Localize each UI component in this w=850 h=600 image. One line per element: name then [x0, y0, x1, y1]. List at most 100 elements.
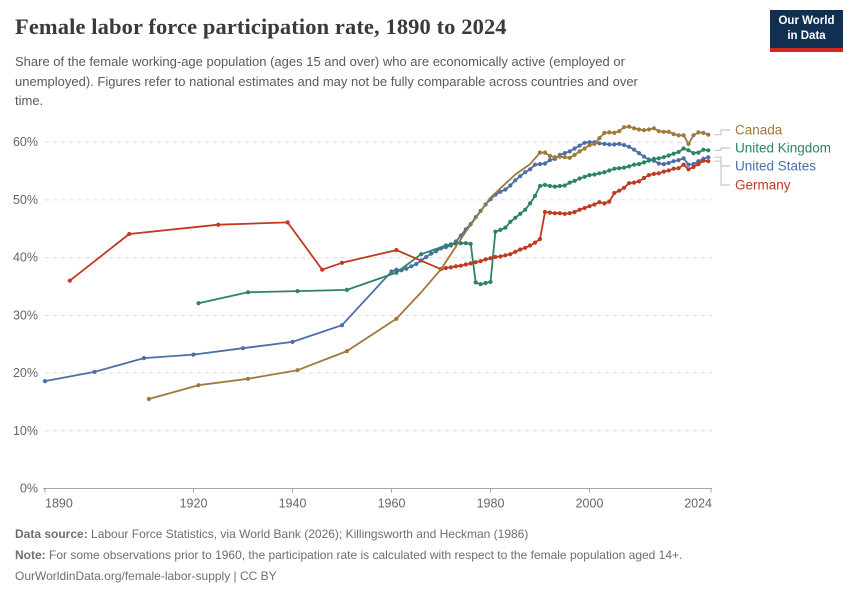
data-point — [552, 184, 558, 189]
data-point — [641, 175, 647, 181]
data-point — [518, 211, 523, 216]
data-point — [602, 141, 607, 146]
data-point — [478, 282, 483, 287]
data-point — [676, 133, 681, 138]
data-point — [537, 150, 543, 155]
data-point — [592, 202, 597, 207]
data-point — [636, 162, 642, 167]
x-tick-label-1890: 1890 — [45, 497, 73, 511]
data-point — [542, 209, 548, 215]
data-point — [701, 130, 706, 135]
data-point — [592, 141, 597, 146]
data-point — [547, 153, 553, 159]
data-point — [612, 130, 617, 135]
owid-logo[interactable]: Our World in Data — [770, 10, 843, 52]
data-point — [503, 253, 508, 258]
data-point — [443, 243, 448, 248]
data-point — [582, 205, 587, 211]
data-point — [597, 136, 602, 141]
data-point — [641, 154, 647, 159]
data-point — [216, 222, 221, 227]
data-point — [701, 158, 706, 163]
legend-connector-canada — [714, 129, 730, 136]
data-point — [537, 162, 543, 167]
data-point — [394, 248, 399, 253]
data-point — [646, 173, 652, 178]
data-point — [602, 201, 607, 206]
data-point — [691, 133, 696, 138]
data-point — [602, 170, 607, 175]
series-line-germany[interactable] — [68, 159, 710, 282]
data-point — [567, 180, 572, 185]
data-point — [666, 129, 671, 134]
data-point — [339, 260, 345, 265]
data-point — [146, 396, 151, 402]
citation-link[interactable]: OurWorldinData.org/female-labor-supply |… — [15, 569, 277, 583]
data-point — [562, 155, 567, 160]
data-point — [567, 149, 572, 154]
data-point — [691, 162, 696, 167]
data-point — [612, 142, 617, 147]
chart-subtitle: Share of the female working-age populati… — [15, 54, 638, 108]
legend-label-united-states[interactable]: United States — [735, 159, 816, 174]
data-point — [404, 266, 409, 271]
data-point — [617, 188, 622, 193]
data-source-label: Data source: — [15, 527, 88, 541]
data-point — [622, 125, 627, 130]
data-point — [661, 169, 666, 174]
data-point — [622, 185, 627, 190]
data-point — [651, 126, 657, 131]
legend-label-germany[interactable]: Germany — [735, 178, 791, 193]
data-point — [676, 166, 681, 171]
data-point — [389, 269, 394, 274]
data-point — [508, 252, 513, 257]
legend-label-united-kingdom[interactable]: United Kingdom — [735, 141, 831, 156]
data-point — [676, 149, 681, 155]
data-point — [706, 155, 711, 160]
data-point — [513, 178, 518, 183]
data-point — [394, 270, 399, 275]
data-point — [518, 174, 523, 179]
y-tick-label-0: 0% — [20, 482, 38, 496]
data-point — [651, 156, 657, 161]
series-line-united-states[interactable] — [44, 141, 710, 382]
data-point — [409, 264, 414, 269]
data-point — [706, 159, 711, 164]
data-point — [582, 146, 587, 151]
data-point — [344, 349, 349, 354]
data-point — [508, 183, 513, 188]
data-point — [542, 150, 548, 155]
series-line-united-kingdom[interactable] — [197, 147, 710, 305]
data-point — [696, 130, 701, 135]
data-point — [597, 141, 602, 146]
data-point — [671, 151, 676, 156]
data-point — [686, 148, 691, 153]
data-point — [691, 151, 696, 156]
data-point — [488, 256, 493, 261]
data-point — [577, 149, 582, 154]
data-point — [141, 356, 147, 361]
data-point — [562, 211, 567, 216]
data-point — [627, 144, 632, 149]
data-source-line: Data source: Labour Force Statistics, vi… — [15, 524, 815, 545]
data-point — [691, 164, 696, 170]
owid-logo-line1: Our World — [778, 15, 835, 28]
note-text: For some observations prior to 1960, the… — [45, 548, 683, 562]
data-point — [518, 247, 523, 252]
data-point — [414, 261, 419, 267]
data-point — [582, 174, 587, 179]
data-point — [483, 280, 488, 286]
data-point — [240, 346, 246, 351]
data-point — [542, 182, 548, 187]
data-point — [67, 278, 72, 283]
legend-label-canada[interactable]: Canada — [735, 123, 783, 138]
data-point — [463, 241, 468, 246]
legend-connector-united-kingdom — [714, 147, 730, 151]
data-point — [676, 158, 681, 163]
y-tick-label-60: 60% — [13, 135, 38, 149]
data-point — [542, 161, 548, 166]
data-point — [320, 267, 325, 272]
data-point — [671, 166, 676, 171]
data-point — [617, 141, 622, 146]
